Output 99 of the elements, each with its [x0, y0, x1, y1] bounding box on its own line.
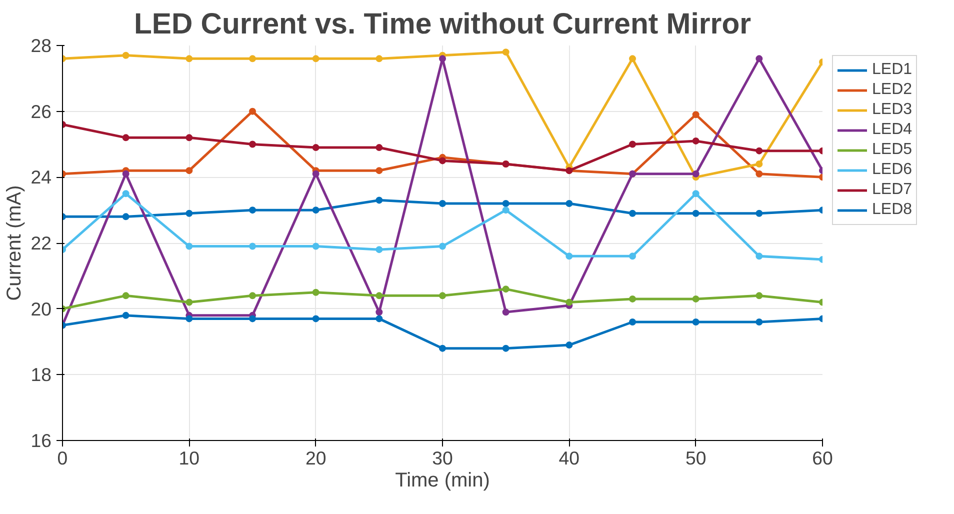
x-tick-label: 40 — [558, 448, 580, 468]
point — [629, 318, 636, 326]
point — [249, 140, 256, 148]
y-tick-label: 26 — [30, 100, 52, 122]
point — [629, 210, 636, 217]
point — [692, 190, 700, 198]
point — [692, 137, 700, 144]
point — [312, 315, 320, 322]
point — [629, 55, 636, 62]
y-tick-label: 18 — [30, 364, 52, 386]
point — [692, 210, 700, 217]
x-axis-title: Time (min) — [395, 470, 490, 492]
x-tick-label: 30 — [432, 448, 453, 468]
point — [186, 167, 193, 174]
point — [502, 206, 510, 214]
point — [439, 55, 446, 62]
point — [122, 170, 130, 178]
point — [756, 147, 763, 154]
point — [376, 246, 383, 254]
line-series — [62, 286, 822, 312]
point — [376, 167, 383, 174]
point — [439, 157, 446, 164]
x-tick-label: 50 — [685, 448, 706, 468]
legend-label: LED4 — [872, 121, 912, 139]
point — [566, 298, 573, 306]
point — [312, 288, 320, 296]
point — [249, 55, 256, 62]
x-tick-label: 0 — [57, 448, 68, 468]
legend-label: LED8 — [872, 201, 912, 219]
x-tick-label: 10 — [178, 448, 200, 468]
x-tick-label: 60 — [812, 448, 833, 468]
point — [566, 252, 573, 260]
point — [439, 292, 446, 300]
point — [756, 160, 763, 168]
point — [566, 200, 573, 207]
point — [312, 170, 320, 178]
point — [692, 295, 700, 302]
chart-title: LED Current vs. Time without Current Mirror — [134, 8, 752, 40]
point — [122, 312, 130, 319]
point — [312, 206, 320, 214]
point — [122, 292, 130, 300]
legend-label: LED2 — [872, 81, 912, 99]
point — [756, 252, 763, 260]
point — [312, 55, 320, 62]
point — [376, 308, 383, 316]
y-axis-title: Current (mA) — [4, 185, 26, 301]
point — [312, 144, 320, 152]
point — [629, 295, 636, 302]
point — [502, 308, 510, 316]
point — [249, 108, 256, 115]
point — [629, 252, 636, 260]
point — [566, 342, 573, 349]
point — [186, 134, 193, 142]
point — [502, 48, 510, 56]
point — [186, 210, 193, 217]
point — [122, 213, 130, 220]
point — [186, 55, 193, 62]
point — [249, 206, 256, 214]
point — [186, 315, 193, 322]
point — [186, 242, 193, 250]
point — [756, 318, 763, 326]
point — [249, 242, 256, 250]
y-tick-label: 22 — [30, 232, 52, 254]
legend-label: LED3 — [872, 101, 912, 119]
point — [376, 55, 383, 62]
point — [376, 315, 383, 322]
point — [249, 315, 256, 322]
point — [692, 170, 700, 178]
point — [439, 344, 446, 352]
point — [376, 144, 383, 152]
point — [502, 286, 510, 293]
point — [186, 298, 193, 306]
y-tick-label: 16 — [30, 430, 52, 451]
y-tick-label: 20 — [30, 298, 52, 320]
y-tick-label: 24 — [30, 166, 52, 188]
point — [249, 292, 256, 300]
legend-label: LED6 — [872, 161, 912, 179]
point — [756, 210, 763, 217]
point — [756, 292, 763, 300]
point — [692, 111, 700, 118]
legend-label: LED7 — [872, 181, 912, 199]
y-tick-label: 28 — [30, 35, 52, 56]
legend-label: LED5 — [872, 141, 912, 159]
point — [439, 242, 446, 250]
point — [692, 318, 700, 326]
legend-label: LED1 — [872, 61, 912, 79]
point — [122, 134, 130, 142]
point — [376, 196, 383, 204]
point — [502, 344, 510, 352]
point — [376, 292, 383, 300]
point — [312, 242, 320, 250]
point — [629, 140, 636, 148]
point — [122, 52, 130, 59]
point — [439, 200, 446, 207]
point — [756, 170, 763, 178]
x-tick-label: 20 — [305, 448, 326, 468]
point — [502, 200, 510, 207]
point — [756, 55, 763, 62]
point — [122, 190, 130, 198]
